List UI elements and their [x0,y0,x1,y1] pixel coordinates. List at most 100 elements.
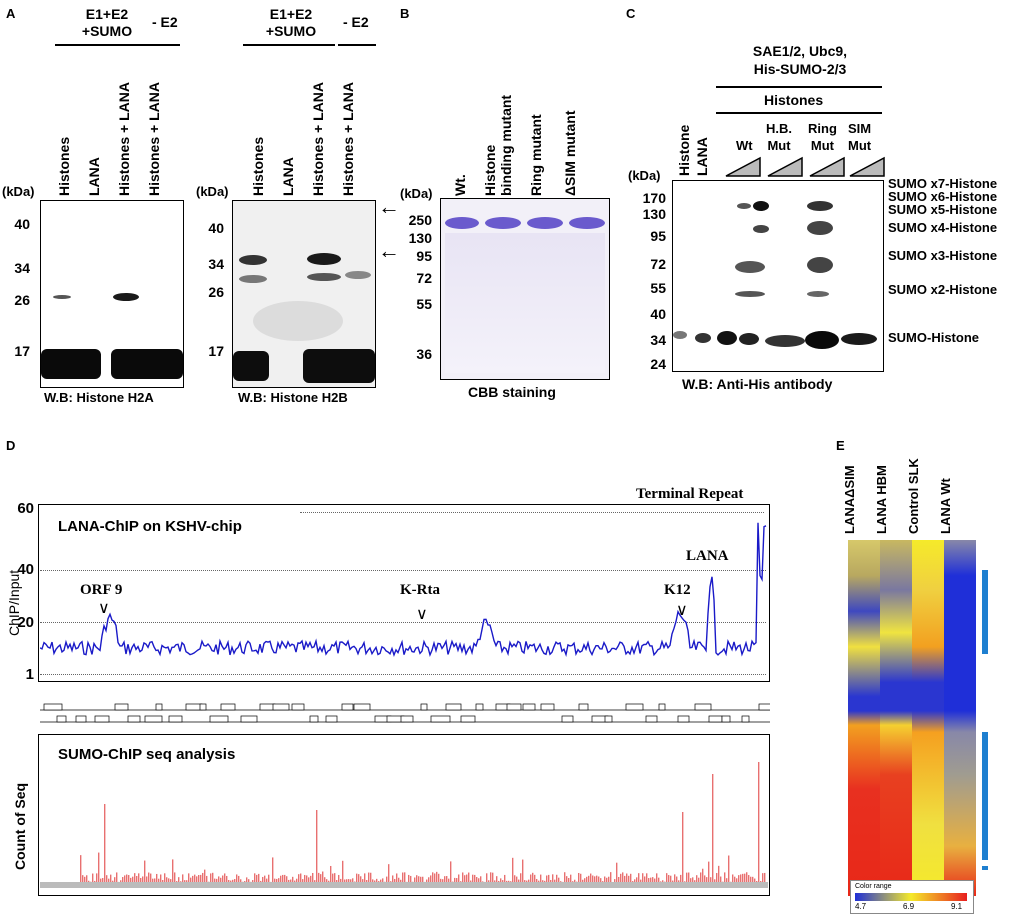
seq-bar [542,880,544,882]
seq-bar [720,876,722,882]
seq-bar [80,855,82,882]
seq-bar [224,873,226,882]
seq-bar [726,878,728,882]
seq-bar [716,873,718,882]
panel-c-marker: 24 [650,356,666,372]
seq-bar [658,877,660,882]
seq-bar [462,872,464,882]
seq-bar [276,878,278,882]
seq-bar [702,868,704,882]
seq-bar [296,878,298,882]
blot1-marker-17: 17 [14,343,30,359]
seq-bar [344,879,346,882]
seq-bar [144,860,146,882]
gene-box [94,715,110,723]
seq-bar [494,880,496,882]
seq-bar [696,875,698,882]
chip-plot-title: LANA-ChIP on KSHV-chip [58,518,242,535]
gene-box [240,715,258,723]
panel-b-lane-4: Ring mutant [528,114,544,196]
seq-bar [660,881,662,882]
blot2-lane-2: LANA [280,157,296,196]
seq-bar [248,879,250,882]
seq-bar [320,874,322,882]
blot2-band [345,271,371,279]
chip-gridline [40,674,766,675]
seq-bar [480,876,482,882]
seq-bar [326,879,328,882]
blot2-arrow-icon: ← [378,238,400,263]
seq-bar [92,873,94,882]
triangle-icon [767,156,803,177]
seq-bar [410,875,412,882]
seq-bar [736,878,738,882]
seq-bar [166,877,168,882]
seq-bar [556,874,558,882]
seq-bar [590,873,592,882]
seq-bar [432,872,434,882]
blot2-band [239,255,267,265]
seq-bar [108,878,110,882]
seq-bar [262,876,264,882]
seq-bar [704,875,706,882]
panel-c-header-line2: His-SUMO-2/3 [753,61,847,77]
seq-bar [190,877,192,882]
seq-bar [634,879,636,882]
his-band [735,291,765,297]
seq-bar [136,876,138,882]
seq-bar [540,874,542,882]
seq-bar [672,880,674,882]
his-band [807,221,833,235]
his-band [807,291,829,297]
blot1-band [53,295,71,299]
seq-bar [446,876,448,882]
heatmap-col-1: LANAΔSIM [842,465,857,534]
annotation-k12: K12 [664,582,691,598]
seq-bar [218,876,220,882]
gene-box [56,715,67,723]
seq-bar [168,878,170,882]
seq-bar [572,881,574,882]
panel-c-marker: 170 [642,190,666,206]
blot1-band [41,349,101,379]
seq-bar [638,873,640,882]
chip-gridline [40,622,766,623]
seq-bar [488,880,490,882]
seq-bar [486,873,488,882]
gene-box [309,715,319,723]
panel-c-group-sim: SIM Mut [848,120,871,154]
seq-bar [316,810,318,882]
his-band [807,201,833,211]
seq-bar [416,875,418,882]
blot1-group-line1: E1+E2 [85,6,129,22]
seq-bar [442,879,444,882]
seq-bar [352,878,354,882]
seq-bar [198,875,200,882]
seq-bar [580,873,582,882]
blot2-marker-26: 26 [208,284,224,300]
gene-box [694,703,712,711]
his-band [717,331,737,345]
seq-bar [174,872,176,882]
gene-box [325,715,338,723]
seq-bar [606,877,608,882]
gene-box [185,703,203,711]
panel-c-group-hb-line2: Mut [767,138,791,153]
seq-bar [548,874,550,882]
seq-bar [604,876,606,882]
seq-bar [744,873,746,882]
his-band [753,201,769,211]
panel-b-marker: 95 [416,248,432,264]
panel-c-header-line1: SAE1/2, Ubc9, [752,43,848,59]
seq-bar [116,872,118,882]
seq-bar [746,872,748,882]
seq-bar [688,872,690,882]
seq-bar [402,872,404,882]
seq-bar [530,874,532,882]
seq-bar [650,877,652,882]
seq-bar [750,876,752,882]
blot2-minus-line [338,44,376,46]
seq-bar [708,861,710,882]
triangle-icon [809,156,845,177]
seq-bar [510,881,512,882]
